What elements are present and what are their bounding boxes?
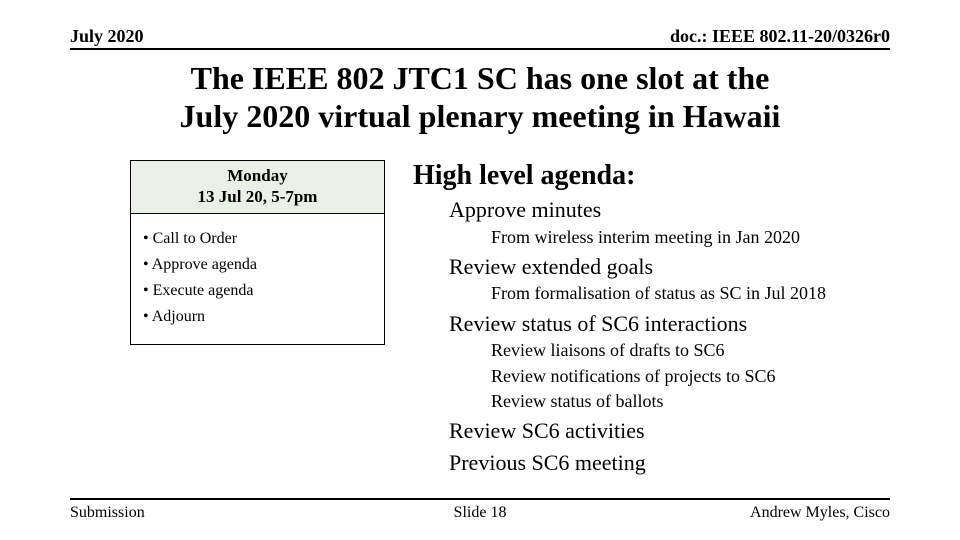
agenda-item-l2: Review notifications of projects to SC6: [491, 365, 900, 388]
footer-row: Submission Slide 18 Andrew Myles, Cisco: [70, 504, 890, 522]
agenda-item-l2: From wireless interim meeting in Jan 202…: [491, 226, 900, 249]
schedule-item: Approve agenda: [143, 256, 372, 274]
title-line1: The IEEE 802 JTC1 SC has one slot at the: [70, 60, 890, 98]
agenda-column: High level agenda: Approve minutes From …: [385, 160, 900, 476]
agenda-item-l2: Review liaisons of drafts to SC6: [491, 339, 900, 362]
schedule-header: Monday 13 Jul 20, 5-7pm: [131, 161, 384, 214]
agenda-item-l1: Review extended goals: [449, 253, 900, 281]
schedule-datetime: 13 Jul 20, 5-7pm: [131, 186, 384, 207]
header-docnum: doc.: IEEE 802.11-20/0326r0: [670, 26, 890, 47]
agenda-item-l1: Review status of SC6 interactions: [449, 310, 900, 338]
schedule-column: Monday 13 Jul 20, 5-7pm Call to Order Ap…: [130, 160, 385, 476]
slide: July 2020 doc.: IEEE 802.11-20/0326r0 Th…: [0, 0, 960, 540]
header-rule: [70, 48, 890, 50]
header-row: July 2020 doc.: IEEE 802.11-20/0326r0: [70, 26, 890, 47]
schedule-day: Monday: [131, 165, 384, 186]
agenda-item-l2: From formalisation of status as SC in Ju…: [491, 282, 900, 305]
agenda-item-l1: Approve minutes: [449, 196, 900, 224]
agenda-item-l1: Review SC6 activities: [449, 417, 900, 445]
agenda-heading: High level agenda:: [413, 160, 900, 192]
schedule-box: Monday 13 Jul 20, 5-7pm Call to Order Ap…: [130, 160, 385, 345]
footer-rule: [70, 498, 890, 500]
schedule-item: Call to Order: [143, 230, 372, 248]
schedule-items: Call to Order Approve agenda Execute age…: [131, 214, 384, 344]
body: Monday 13 Jul 20, 5-7pm Call to Order Ap…: [130, 160, 900, 476]
schedule-item: Execute agenda: [143, 282, 372, 300]
footer-slide-number: Slide 18: [70, 504, 890, 522]
header-date: July 2020: [70, 26, 144, 47]
page-title: The IEEE 802 JTC1 SC has one slot at the…: [70, 60, 890, 136]
schedule-item: Adjourn: [143, 308, 372, 326]
title-line2: July 2020 virtual plenary meeting in Haw…: [70, 98, 890, 136]
agenda-item-l2: Review status of ballots: [491, 390, 900, 413]
agenda-item-l1: Previous SC6 meeting: [449, 449, 900, 477]
